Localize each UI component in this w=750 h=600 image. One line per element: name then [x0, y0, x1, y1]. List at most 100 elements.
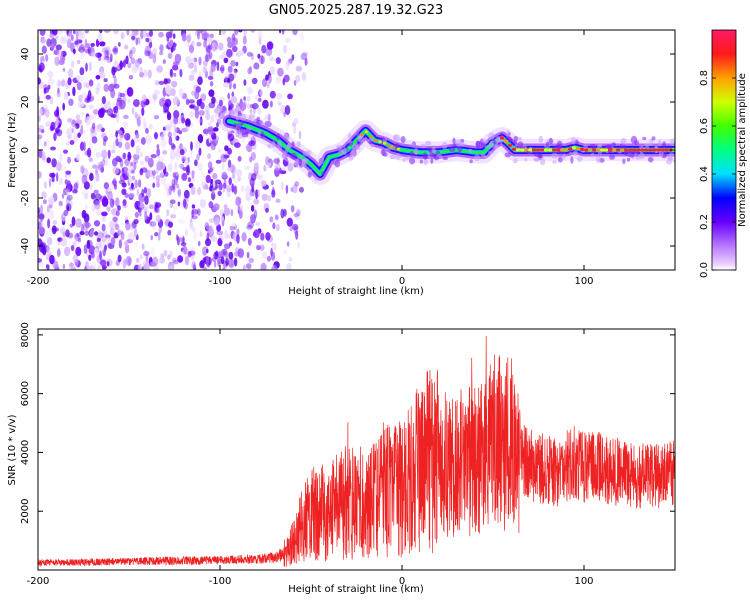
noise-blob [84, 222, 91, 228]
noise-blob [80, 124, 84, 135]
ridge-blob [368, 140, 374, 144]
noise-blob [149, 221, 157, 227]
noise-blob [266, 255, 271, 262]
noise-blob [113, 105, 119, 114]
noise-blob [147, 169, 155, 178]
noise-blob [233, 185, 238, 195]
noise-blob [49, 33, 55, 39]
noise-blob [60, 237, 68, 247]
noise-blob [151, 221, 156, 231]
noise-blob [110, 149, 116, 154]
noise-blob [84, 48, 91, 54]
noise-blob [49, 96, 54, 105]
noise-blob [76, 81, 82, 91]
noise-blob [67, 156, 71, 164]
noise-blob [60, 79, 66, 87]
ridge-core-dot [396, 147, 401, 151]
noise-blob [166, 36, 169, 42]
noise-blob [218, 147, 222, 153]
noise-blob [158, 80, 165, 85]
noise-blob [259, 244, 265, 251]
noise-blob [269, 66, 276, 75]
noise-blob [38, 258, 42, 263]
noise-blob [67, 68, 74, 78]
noise-blob [96, 209, 103, 216]
ridge-core-dot [596, 148, 601, 152]
noise-blob [112, 102, 116, 108]
noise-blob [38, 212, 44, 223]
noise-blob [225, 257, 229, 266]
noise-blob [82, 221, 90, 231]
noise-blob [175, 135, 180, 141]
noise-blob [205, 127, 209, 137]
noise-blob [210, 141, 216, 151]
noise-blob [62, 102, 65, 111]
noise-blob [119, 92, 126, 98]
noise-blob [144, 195, 149, 205]
noise-blob [67, 77, 72, 86]
noise-blob [94, 193, 102, 201]
noise-blob [43, 87, 50, 94]
noise-blob [53, 132, 57, 141]
noise-blob [44, 211, 48, 219]
noise-blob [69, 261, 74, 270]
ridge-blob [576, 156, 583, 163]
noise-blob [119, 136, 124, 141]
noise-blob [197, 187, 202, 196]
noise-blob [139, 168, 144, 176]
noise-blob [115, 197, 120, 208]
noise-blob [172, 96, 180, 106]
noise-blob [208, 166, 213, 172]
snr-line [38, 336, 675, 567]
ridge-blob [545, 141, 550, 147]
noise-blob [286, 241, 290, 247]
noise-blob [262, 99, 269, 109]
noise-blob [235, 196, 241, 207]
noise-blob [236, 169, 243, 178]
ridge-core-dot [378, 140, 383, 144]
noise-blob [160, 176, 167, 185]
ridge-blob [569, 151, 573, 157]
noise-blob [230, 39, 235, 48]
noise-blob [121, 188, 127, 195]
noise-blob [208, 51, 213, 60]
noise-blob [237, 176, 241, 182]
top-x-axis-label: Height of straight line (km) [288, 286, 424, 297]
noise-blob [38, 149, 43, 159]
noise-blob [81, 174, 88, 185]
noise-blob [300, 32, 304, 42]
ridge-blob [551, 152, 559, 159]
noise-blob [78, 94, 83, 103]
ridge-blob [248, 116, 253, 121]
noise-blob [202, 251, 207, 256]
noise-blob [70, 34, 74, 42]
noise-blob [275, 57, 281, 65]
noise-blob [280, 104, 287, 115]
noise-blob [169, 30, 173, 36]
noise-blob [206, 35, 213, 44]
ridge-blob [355, 143, 359, 148]
noise-blob [164, 171, 169, 177]
noise-blob [257, 53, 261, 59]
ridge-core-dot [612, 148, 617, 152]
noise-blob [302, 51, 309, 56]
noise-blob [170, 214, 177, 219]
noise-blob [215, 250, 219, 260]
noise-blob [57, 237, 63, 242]
ridge-blob [539, 158, 546, 166]
noise-blob [208, 89, 215, 97]
noise-blob [46, 157, 51, 164]
noise-blob [207, 161, 213, 169]
noise-blob [64, 246, 71, 257]
ridge-blob [647, 156, 654, 163]
noise-blob [266, 81, 270, 88]
noise-blob [128, 175, 133, 184]
noise-blob [97, 164, 103, 170]
noise-blob [88, 254, 92, 261]
ridge-blob [473, 154, 481, 162]
noise-blob [247, 86, 253, 95]
ridge-blob [651, 136, 656, 141]
noise-blob [101, 52, 107, 62]
noise-blob [112, 216, 118, 222]
noise-blob [222, 267, 226, 270]
